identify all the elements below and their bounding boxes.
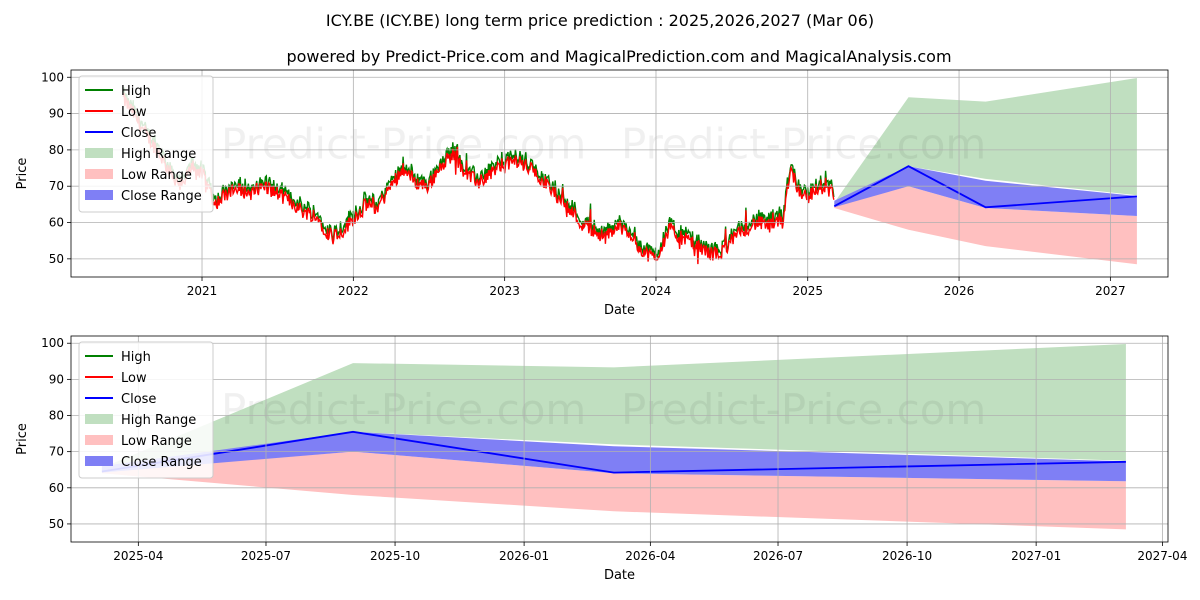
y-tick-label: 100	[41, 336, 64, 350]
y-tick-label: 50	[49, 252, 64, 266]
low-range-band	[101, 451, 1126, 530]
y-tick-label: 100	[41, 70, 64, 84]
x-tick-label: 2027-01	[1011, 549, 1061, 563]
x-tick-label: 2022	[338, 284, 369, 298]
legend-item-high-label: High	[121, 84, 151, 99]
x-tick-label: 2026-07	[753, 549, 803, 563]
legend-item-close-range-swatch	[85, 456, 113, 466]
legend-item-close-label: Close	[121, 126, 156, 141]
y-tick-label: 90	[49, 107, 64, 121]
y-tick-label: 80	[49, 143, 64, 157]
x-tick-label: 2026-04	[625, 549, 675, 563]
close-range-band	[101, 431, 1126, 482]
axes-frame	[70, 335, 1169, 543]
grid	[71, 336, 1168, 542]
y-tick-label: 60	[49, 481, 64, 495]
x-tick-label: 2021	[187, 284, 218, 298]
legend-item-low-range-swatch	[85, 169, 113, 179]
legend: High Low Close High Range Low Range Close Ran…	[78, 75, 214, 213]
x-tick-label: 2023	[489, 284, 520, 298]
watermark: Predict-Price.com	[221, 385, 586, 434]
high-range-band	[834, 78, 1137, 205]
x-tick-label: 2025	[792, 284, 823, 298]
panel-forecast-zoom: Predict-Price.com Predict-Price.com 50 60 70…	[15, 335, 1187, 583]
legend-item-low-range-label: Low Range	[121, 434, 192, 449]
x-tick-label: 2026	[944, 284, 975, 298]
legend-item-low-range-swatch	[85, 435, 113, 445]
watermark: Predict-Price.com	[221, 120, 586, 169]
x-tick-label: 2025-04	[113, 549, 163, 563]
y-tick-label: 90	[49, 372, 64, 386]
y-axis-label: Price	[15, 158, 30, 190]
y-tick-label: 80	[49, 409, 64, 423]
y-tick-label: 50	[49, 517, 64, 531]
x-tick-label: 2026-01	[499, 549, 549, 563]
legend-item-close-range-label: Close Range	[121, 189, 202, 204]
x-tick-label: 2026-10	[882, 549, 932, 563]
legend-item-low-label: Low	[121, 371, 147, 386]
legend: High Low Close High Range Low Range Close Ran…	[78, 341, 214, 479]
panel-long-term: Predict-Price.com Predict-Price.comPredic…	[15, 69, 1169, 318]
legend-item-close-label: Close	[121, 392, 156, 407]
x-tick-label: 2025-10	[370, 549, 420, 563]
low-series-line	[122, 92, 835, 265]
x-tick-label: 2025-07	[241, 549, 291, 563]
chart-subtitle: powered by Predict-Price.com and Magical…	[286, 47, 951, 66]
chart-title: ICY.BE (ICY.BE) long term price predicti…	[326, 11, 874, 30]
legend-item-high-range-swatch	[85, 148, 113, 158]
legend-item-close-range-swatch	[85, 190, 113, 200]
y-tick-label: 60	[49, 216, 64, 230]
plot-content: Predict-Price.com Predict-Price.com	[101, 344, 1126, 530]
axes-frame	[70, 69, 1169, 278]
legend-item-high-range-label: High Range	[121, 413, 196, 428]
y-tick-label: 70	[49, 179, 64, 193]
legend-item-high-range-swatch	[85, 414, 113, 424]
legend-item-low-range-label: Low Range	[121, 168, 192, 183]
x-tick-label: 2027	[1095, 284, 1126, 298]
x-tick-label: 2024	[641, 284, 672, 298]
y-tick-label: 70	[49, 445, 64, 459]
legend-item-close-range-label: Close Range	[121, 455, 202, 470]
x-tick-label: 2027-04	[1137, 549, 1187, 563]
y-axis-label: Price	[15, 423, 30, 455]
plot-content: Predict-Price.com Predict-Price.comPredic…	[122, 78, 1137, 265]
watermark: Predict-Price.com	[621, 385, 986, 434]
close-range-band	[834, 166, 1137, 216]
legend-item-high-range-label: High Range	[121, 147, 196, 162]
legend-item-high-label: High	[121, 350, 151, 365]
x-axis-label: Date	[604, 303, 635, 318]
legend-item-low-label: Low	[121, 105, 147, 120]
low-range-band	[834, 186, 1137, 265]
x-axis-label: Date	[604, 568, 635, 583]
high-range-band	[101, 344, 1126, 470]
watermark: Predict-Price.com	[621, 120, 986, 169]
